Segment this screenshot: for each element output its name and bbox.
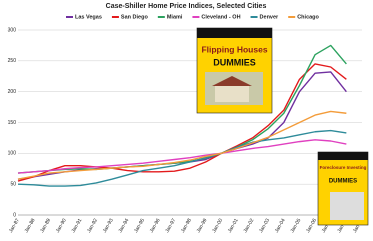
book-house-roof <box>212 76 252 86</box>
y-tick-label: 50 <box>10 181 16 187</box>
book-title: DUMMIES <box>329 179 357 185</box>
book-title: Foreclosure Investing <box>320 165 367 170</box>
y-tick-label: 150 <box>8 120 17 126</box>
y-tick-label: 250 <box>8 58 17 64</box>
series-line <box>17 44 347 174</box>
book-covers: Flipping Houses DUMMIES Foreclosure Invest… <box>196 27 369 226</box>
series-line <box>17 110 347 180</box>
series-line <box>17 129 347 187</box>
legend-label: Cleveland - OH <box>201 14 240 20</box>
book-house <box>215 86 249 102</box>
book-title: Flipping Houses <box>201 44 267 54</box>
book-band <box>197 28 272 38</box>
book-title: DUMMIES <box>213 57 256 67</box>
book-photo <box>330 192 364 220</box>
legend-label: Chicago <box>297 14 319 20</box>
y-tick-label: 0 <box>13 212 16 218</box>
series-line <box>17 139 347 174</box>
legend-label: Denver <box>260 14 280 20</box>
y-tick-label: 300 <box>8 27 17 33</box>
legend-label: Miami <box>167 14 183 20</box>
series-line <box>17 63 347 182</box>
chart-title: Case-Shiller Home Price Indices, Selecte… <box>106 3 267 10</box>
legend-label: Las Vegas <box>75 14 102 20</box>
y-tick-label: 200 <box>8 89 17 95</box>
legend-label: San Diego <box>121 14 149 20</box>
y-tick-label: 100 <box>8 151 17 157</box>
book-band <box>318 152 368 160</box>
